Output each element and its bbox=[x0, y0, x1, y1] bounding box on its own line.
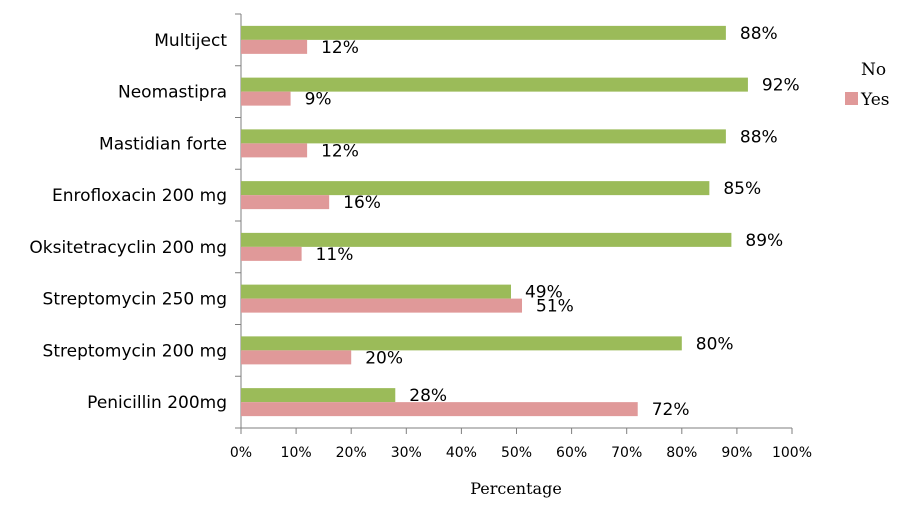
x-tick-label: 50% bbox=[501, 445, 532, 461]
bar-no bbox=[241, 336, 682, 351]
bar-no bbox=[241, 388, 396, 403]
bar-yes bbox=[241, 350, 352, 365]
bar-yes bbox=[241, 91, 291, 106]
data-label-no: 88% bbox=[740, 127, 778, 147]
legend-swatch-yes bbox=[845, 92, 858, 105]
x-tick-label: 90% bbox=[721, 445, 752, 461]
bar-yes bbox=[241, 39, 308, 54]
x-tick-label: 0% bbox=[230, 445, 252, 461]
x-tick-label: 30% bbox=[391, 445, 422, 461]
data-label-no: 28% bbox=[409, 386, 447, 406]
legend-label-no: No bbox=[861, 60, 886, 80]
data-label-no: 85% bbox=[723, 179, 761, 199]
data-label-yes: 9% bbox=[305, 90, 332, 110]
data-label-yes: 11% bbox=[316, 245, 354, 265]
legend-label-yes: Yes bbox=[860, 90, 890, 110]
data-label-yes: 20% bbox=[365, 348, 403, 368]
data-label-yes: 12% bbox=[321, 141, 359, 161]
bar-no bbox=[241, 181, 710, 196]
x-tick-label: 70% bbox=[611, 445, 642, 461]
category-label: Streptomycin 250 mg bbox=[43, 290, 227, 310]
data-label-no: 92% bbox=[762, 76, 800, 96]
x-tick-label: 60% bbox=[556, 445, 587, 461]
x-tick-label: 40% bbox=[446, 445, 477, 461]
data-label-no: 88% bbox=[740, 24, 778, 44]
data-label-yes: 16% bbox=[343, 193, 381, 213]
data-label-yes: 72% bbox=[652, 400, 690, 420]
bar-no bbox=[241, 77, 748, 92]
data-label-no: 80% bbox=[696, 334, 734, 354]
bar-yes bbox=[241, 143, 308, 158]
category-label: Streptomycin 200 mg bbox=[43, 341, 227, 361]
category-label: Multiject bbox=[154, 31, 227, 51]
category-label: Penicillin 200mg bbox=[87, 393, 227, 413]
category-label: Oksitetracyclin 200 mg bbox=[29, 238, 227, 258]
legend: No Yes bbox=[845, 60, 890, 110]
bar-yes bbox=[241, 298, 523, 313]
x-tick-label: 80% bbox=[666, 445, 697, 461]
data-label-no: 89% bbox=[745, 231, 783, 251]
bar-no bbox=[241, 232, 732, 247]
category-label: Mastidian forte bbox=[99, 134, 227, 154]
x-axis-title: Percentage bbox=[470, 479, 562, 498]
bar-no bbox=[241, 25, 726, 40]
bar-yes bbox=[241, 246, 302, 261]
category-label: Neomastipra bbox=[118, 83, 227, 103]
data-label-yes: 12% bbox=[321, 38, 359, 58]
bar-yes bbox=[241, 195, 330, 210]
bar-no bbox=[241, 284, 511, 299]
bar-yes bbox=[241, 402, 638, 417]
x-tick-label: 10% bbox=[281, 445, 312, 461]
category-label: Enrofloxacin 200 mg bbox=[52, 186, 227, 206]
data-label-yes: 51% bbox=[536, 297, 574, 317]
x-tick-label: 100% bbox=[772, 445, 812, 461]
data-label-no: 49% bbox=[525, 283, 563, 303]
x-tick-label: 20% bbox=[336, 445, 367, 461]
bar-no bbox=[241, 129, 726, 144]
